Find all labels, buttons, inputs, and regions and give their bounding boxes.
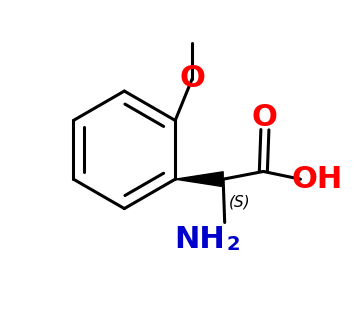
Text: (S): (S): [229, 194, 250, 209]
Text: NH: NH: [174, 225, 225, 254]
Text: 2: 2: [226, 235, 240, 254]
Text: OH: OH: [292, 165, 343, 194]
Polygon shape: [175, 172, 223, 187]
Text: O: O: [179, 64, 205, 93]
Text: O: O: [252, 104, 278, 133]
